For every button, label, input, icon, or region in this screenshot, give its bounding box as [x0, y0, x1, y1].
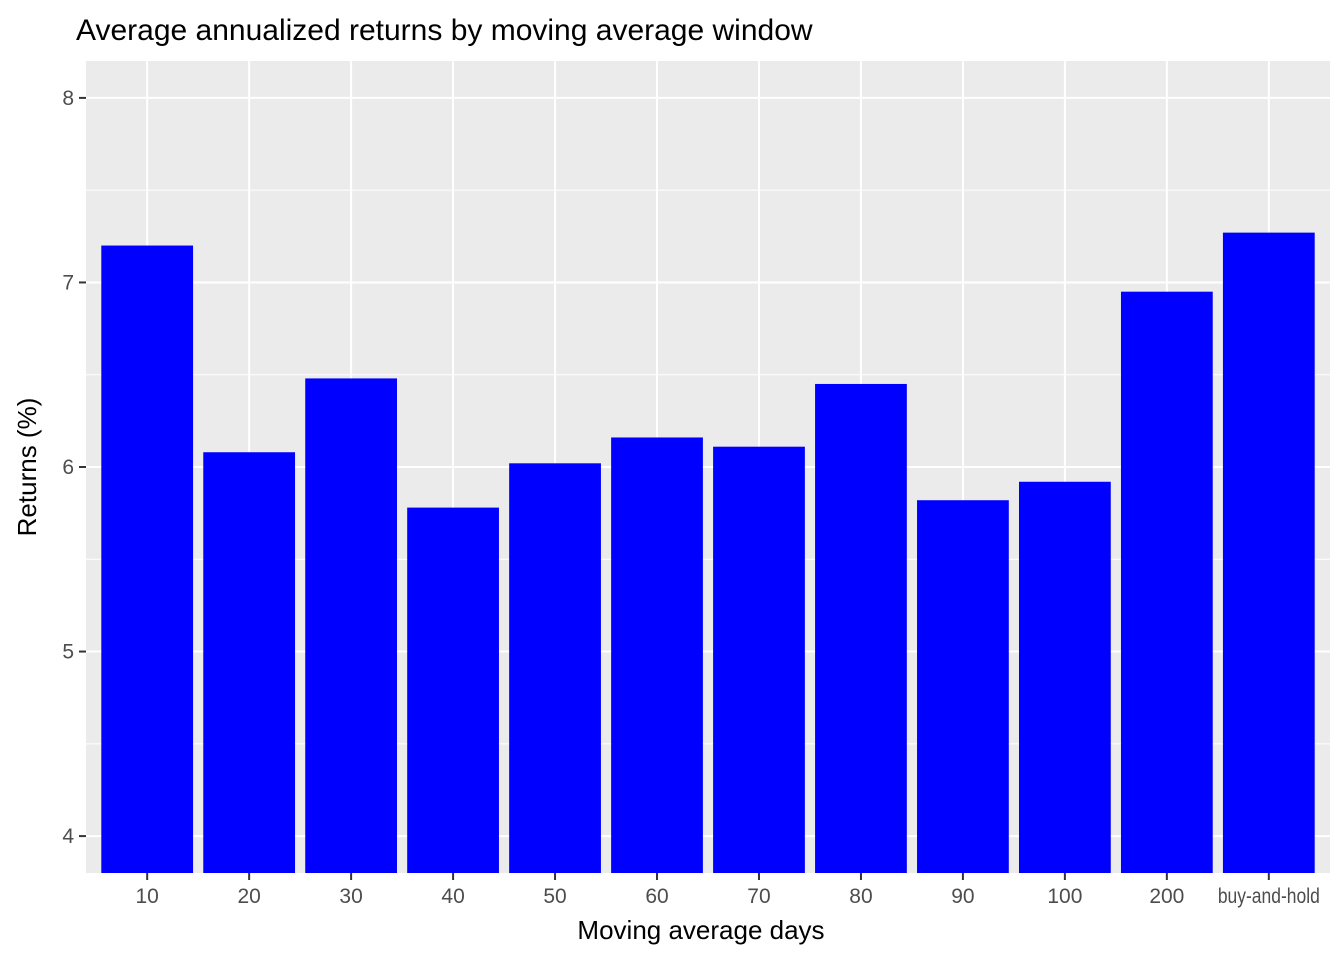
x-tick-label: 100: [1047, 885, 1082, 908]
bar-20: [203, 452, 296, 873]
x-tick-label: 10: [136, 885, 159, 908]
x-tick-label: 90: [951, 885, 974, 908]
bar-40: [407, 507, 499, 873]
bar-80: [815, 383, 907, 873]
y-tick-label: 5: [62, 641, 74, 664]
bar-200: [1120, 291, 1213, 873]
y-axis: 4 5 6 7 8: [62, 87, 86, 848]
y-axis-title: Returns (%): [12, 398, 42, 537]
x-tick-label: 60: [645, 885, 668, 908]
bar-10: [101, 245, 194, 873]
bar-100: [1019, 481, 1111, 873]
x-axis-title: Moving average days: [577, 915, 824, 945]
x-tick-label: 70: [747, 885, 770, 908]
x-tick-label: 80: [849, 885, 872, 908]
chart-title: Average annualized returns by moving ave…: [76, 14, 813, 47]
bar-90: [917, 500, 1009, 873]
y-tick-label: 7: [62, 271, 74, 294]
bar-buy-and-hold: [1222, 232, 1315, 874]
x-tick-label: 40: [441, 885, 464, 908]
x-tick-label: 30: [339, 885, 362, 908]
y-tick-label: 6: [62, 456, 74, 479]
bar-50: [509, 463, 601, 873]
x-tick-label: buy-and-hold: [1218, 885, 1320, 908]
bars: [101, 232, 1315, 874]
y-tick-label: 8: [62, 87, 74, 110]
x-axis: 10 20 30 40 50 60 70 80 90 100 200 buy-and-hold: [136, 873, 1320, 908]
x-tick-label: 20: [237, 885, 260, 908]
bar-30: [305, 378, 397, 873]
x-tick-label: 200: [1149, 885, 1184, 908]
x-tick-label: 50: [543, 885, 566, 908]
bar-60: [611, 437, 703, 873]
y-tick-label: 4: [62, 825, 74, 848]
bar-70: [713, 446, 805, 873]
